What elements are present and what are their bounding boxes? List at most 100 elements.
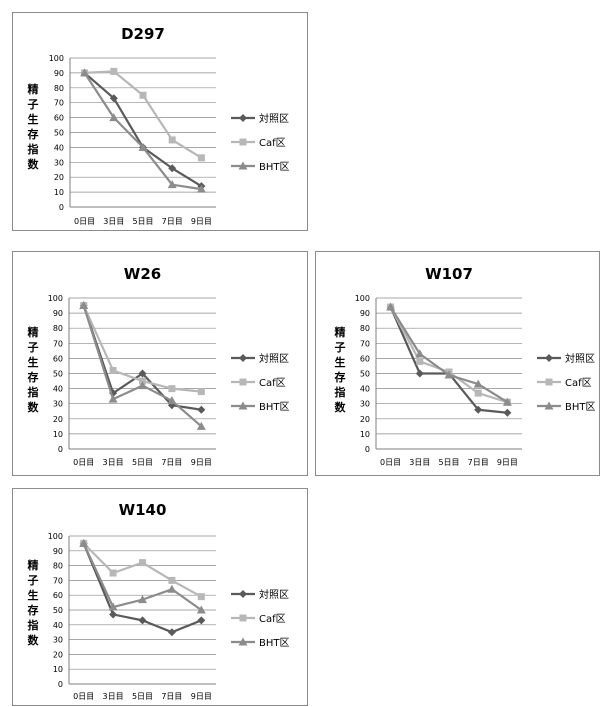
y-tick-label: 60 <box>53 591 63 600</box>
legend-marker <box>239 354 247 362</box>
y-tick-label: 70 <box>53 339 63 348</box>
data-point <box>109 94 118 103</box>
data-point <box>109 569 117 577</box>
legend-label: Caf区 <box>259 613 286 625</box>
y-axis-label-char: 子 <box>28 341 39 354</box>
y-tick-label: 20 <box>53 650 63 659</box>
x-tick-label: 5日目 <box>132 217 153 226</box>
chart-panel-w26: W26 0 10 20 30 40 50 60 70 80 90 100 0日目 3日目 5日目 7日目 9日目… <box>12 251 308 476</box>
y-axis-label-char: 指 <box>335 385 346 399</box>
legend-label: 対照区 <box>259 112 289 125</box>
data-point <box>474 405 483 414</box>
y-tick-label: 70 <box>360 339 370 348</box>
y-axis-label-char: 指 <box>28 618 39 632</box>
x-tick-label: 9日目 <box>191 458 212 467</box>
y-tick-label: 80 <box>360 324 370 333</box>
y-axis-label-char: 子 <box>28 98 39 111</box>
chart-svg: W26 0 10 20 30 40 50 60 70 80 90 100 0日目 3日目 5日目 7日目 9日目… <box>28 265 290 467</box>
data-point <box>167 396 177 405</box>
y-tick-label: 40 <box>54 143 64 152</box>
y-tick-label: 40 <box>53 621 63 630</box>
data-point <box>110 67 118 75</box>
data-point <box>197 616 206 625</box>
x-tick-label: 9日目 <box>497 458 518 467</box>
data-point <box>139 377 146 385</box>
data-point <box>167 584 177 593</box>
y-tick-label: 30 <box>53 636 63 645</box>
data-point <box>196 184 206 193</box>
data-point <box>196 421 206 430</box>
y-tick-label: 80 <box>53 562 63 571</box>
y-axis-label-char: 存 <box>28 603 39 617</box>
data-point <box>168 136 176 144</box>
series-line <box>389 306 508 404</box>
y-axis-label-char: 数 <box>28 400 40 414</box>
legend-label: 対照区 <box>259 588 289 601</box>
data-point <box>503 408 512 417</box>
legend-marker <box>239 590 247 598</box>
x-tick-label: 7日目 <box>161 458 182 467</box>
y-tick-label: 60 <box>53 354 63 363</box>
x-tick-label: 0日目 <box>73 692 94 701</box>
series-line <box>82 305 203 428</box>
y-tick-label: 10 <box>53 665 63 674</box>
legend-label: BHT区 <box>565 401 596 413</box>
y-tick-label: 100 <box>49 54 64 63</box>
chart-title: D297 <box>121 25 165 43</box>
x-tick-label: 5日目 <box>132 692 153 701</box>
chart-panel-w107: W107 0 10 20 30 40 50 60 70 80 90 100 0日目 3日目 5日目 7日目 9日… <box>315 251 600 476</box>
y-tick-label: 20 <box>54 173 64 182</box>
data-point <box>474 389 482 397</box>
data-point <box>109 610 118 619</box>
x-tick-label: 3日目 <box>409 458 430 467</box>
data-point <box>138 595 147 604</box>
x-tick-label: 7日目 <box>162 217 183 226</box>
y-tick-label: 0 <box>58 680 63 689</box>
x-tick-label: 0日目 <box>380 458 401 467</box>
y-tick-label: 100 <box>355 294 370 303</box>
y-axis-label-char: 数 <box>335 400 347 414</box>
data-point <box>415 369 424 378</box>
series-line <box>83 72 202 191</box>
y-tick-label: 100 <box>48 294 63 303</box>
y-axis-label-char: 生 <box>28 355 39 369</box>
data-point <box>502 397 512 406</box>
y-axis-label-char: 子 <box>28 574 39 587</box>
x-tick-label: 7日目 <box>161 692 182 701</box>
x-tick-label: 9日目 <box>191 217 212 226</box>
x-tick-label: 9日目 <box>191 692 212 701</box>
data-point <box>444 370 454 379</box>
y-axis-label-char: 数 <box>28 633 40 647</box>
y-tick-label: 20 <box>360 415 370 424</box>
x-tick-label: 0日目 <box>73 458 94 467</box>
y-tick-label: 40 <box>360 385 370 394</box>
y-tick-label: 50 <box>53 370 63 379</box>
y-tick-label: 80 <box>54 84 64 93</box>
y-axis-label-char: 存 <box>28 127 39 141</box>
y-tick-label: 30 <box>53 400 63 409</box>
series-line <box>83 72 202 188</box>
y-tick-label: 10 <box>360 430 370 439</box>
y-tick-label: 30 <box>54 158 64 167</box>
data-point <box>415 349 425 358</box>
y-axis-label-char: 生 <box>335 355 346 369</box>
data-point <box>197 154 205 162</box>
y-axis-label-char: 子 <box>335 341 346 354</box>
legend-marker <box>239 378 247 386</box>
data-point <box>473 379 483 388</box>
x-tick-label: 5日目 <box>132 458 153 467</box>
data-point <box>139 91 147 99</box>
y-tick-label: 80 <box>53 324 63 333</box>
data-point <box>108 394 118 403</box>
data-point <box>197 405 206 414</box>
chart-panel-w140: W140 0 10 20 30 40 50 60 70 80 90 100 0日目 3日目 5日目 7日目 9日… <box>12 488 308 706</box>
data-point <box>109 113 119 122</box>
data-point <box>108 602 118 611</box>
y-tick-label: 90 <box>360 309 370 318</box>
legend-label: BHT区 <box>259 401 290 413</box>
legend-marker <box>544 401 554 410</box>
y-tick-label: 70 <box>53 576 63 585</box>
data-point <box>138 381 147 390</box>
y-axis-label-char: 指 <box>28 142 39 156</box>
data-point <box>197 593 205 601</box>
